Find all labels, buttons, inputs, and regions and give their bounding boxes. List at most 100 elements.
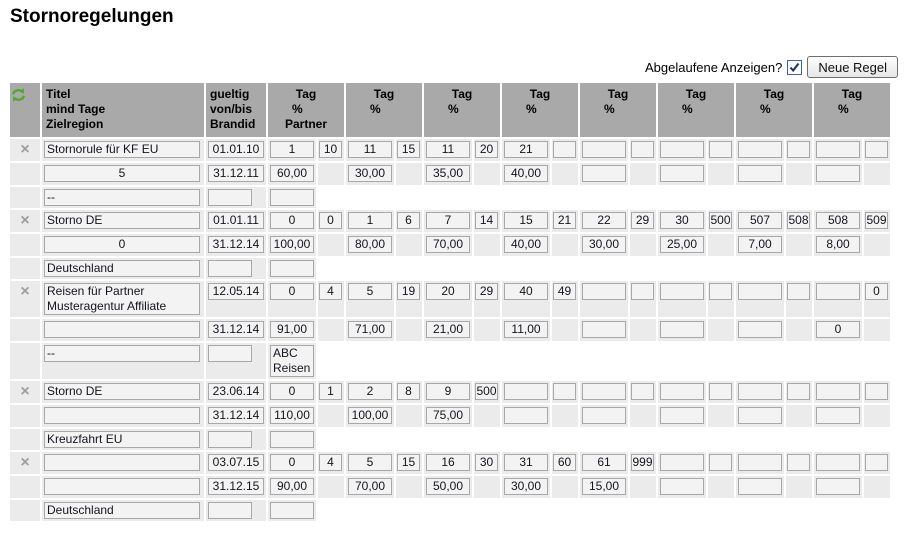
rule-4-partner-input[interactable] [270,431,314,448]
rule-3-day-from-input-5[interactable] [582,283,626,300]
rule-3-day-to-input-6[interactable] [709,283,732,300]
rule-3-partner-input[interactable]: ABC Reisen [270,345,314,377]
x-delete-icon[interactable]: × [20,283,30,300]
rule-5-day-to-input-5[interactable]: 999 [631,454,654,471]
rule-4-day-to-input-7[interactable] [787,383,810,400]
rule-4-percent-input-7[interactable] [738,407,782,424]
refresh-icon[interactable] [10,87,27,103]
rule-3-percent-input-5[interactable] [582,321,626,338]
rule-1-partner-input[interactable] [270,189,314,206]
rule-3-zielregion-input[interactable]: -- [44,345,200,362]
rule-4-percent-input-6[interactable] [660,407,704,424]
rule-5-day-to-input-6[interactable] [709,454,732,471]
rule-5-day-from-input-7[interactable] [738,454,782,471]
rule-4-min-days-input[interactable] [44,407,200,424]
rule-5-day-from-input-6[interactable] [660,454,704,471]
rule-1-day-to-input-5[interactable] [631,141,654,158]
rule-1-percent-input-7[interactable] [738,165,782,182]
rule-2-percent-input-7[interactable]: 7,00 [738,236,782,253]
rule-3-min-days-input[interactable] [44,321,200,338]
rule-1-min-days-input[interactable]: 5 [44,165,200,182]
rule-5-day-to-input-3[interactable]: 30 [475,454,498,471]
rule-1-day-to-input-6[interactable] [709,141,732,158]
rule-3-percent-input-2[interactable]: 71,00 [348,321,392,338]
rule-2-day-from-input-1[interactable]: 0 [270,212,314,229]
rule-4-valid-from-input[interactable]: 23.06.14 [208,383,264,400]
expired-checkbox[interactable] [787,59,803,75]
rule-4-percent-input-2[interactable]: 100,00 [348,407,392,424]
rule-1-percent-input-8[interactable] [816,165,860,182]
rule-1-percent-input-6[interactable] [660,165,704,182]
x-delete-icon[interactable]: × [20,454,30,471]
rule-5-day-to-input-4[interactable]: 60 [553,454,576,471]
rule-1-brandid-input[interactable] [208,189,252,206]
rule-1-day-to-input-7[interactable] [787,141,810,158]
rule-5-percent-input-2[interactable]: 70,00 [348,478,392,495]
rule-3-day-from-input-1[interactable]: 0 [270,283,314,300]
rule-4-day-from-input-4[interactable] [504,383,548,400]
rule-5-percent-input-4[interactable]: 30,00 [504,478,548,495]
rule-2-percent-input-5[interactable]: 30,00 [582,236,626,253]
rule-2-percent-input-3[interactable]: 70,00 [426,236,470,253]
rule-4-percent-input-5[interactable] [582,407,626,424]
rule-3-brandid-input[interactable] [208,345,252,362]
rule-3-day-to-input-1[interactable]: 4 [319,283,342,300]
rule-1-day-from-input-4[interactable]: 21 [504,141,548,158]
rule-2-partner-input[interactable] [270,260,314,277]
rule-2-valid-to-input[interactable]: 31.12.14 [208,236,264,253]
rule-5-percent-input-8[interactable] [816,478,860,495]
rule-4-percent-input-1[interactable]: 110,00 [270,407,314,424]
rule-2-valid-from-input[interactable]: 01.01.11 [208,212,264,229]
rule-4-day-from-input-1[interactable]: 0 [270,383,314,400]
rule-4-valid-to-input[interactable]: 31.12.14 [208,407,264,424]
rule-5-percent-input-5[interactable]: 15,00 [582,478,626,495]
x-delete-icon[interactable]: × [20,383,30,400]
rule-2-min-days-input[interactable]: 0 [44,236,200,253]
rule-3-percent-input-7[interactable] [738,321,782,338]
rule-5-day-to-input-7[interactable] [787,454,810,471]
rule-4-day-to-input-6[interactable] [709,383,732,400]
rule-3-day-from-input-6[interactable] [660,283,704,300]
rule-5-percent-input-6[interactable] [660,478,704,495]
rule-2-day-to-input-2[interactable]: 6 [397,212,420,229]
rule-2-day-from-input-2[interactable]: 1 [348,212,392,229]
rule-4-day-to-input-2[interactable]: 8 [397,383,420,400]
rule-1-day-from-input-2[interactable]: 11 [348,141,392,158]
rule-3-percent-input-4[interactable]: 11,00 [504,321,548,338]
rule-1-day-to-input-3[interactable]: 20 [475,141,498,158]
rule-4-day-to-input-8[interactable] [865,383,888,400]
rule-5-day-from-input-2[interactable]: 5 [348,454,392,471]
rule-1-percent-input-4[interactable]: 40,00 [504,165,548,182]
rule-4-day-from-input-2[interactable]: 2 [348,383,392,400]
rule-2-zielregion-input[interactable]: Deutschland [44,260,200,277]
rule-3-valid-from-input[interactable]: 12.05.14 [208,283,264,300]
rule-2-day-to-input-4[interactable]: 21 [553,212,576,229]
rule-5-day-from-input-5[interactable]: 61 [582,454,626,471]
rule-2-day-to-input-3[interactable]: 14 [475,212,498,229]
rule-2-percent-input-4[interactable]: 40,00 [504,236,548,253]
rule-1-day-to-input-4[interactable] [553,141,576,158]
rule-5-titel-input[interactable] [44,454,200,471]
rule-1-percent-input-5[interactable] [582,165,626,182]
rule-3-percent-input-6[interactable] [660,321,704,338]
rule-2-day-from-input-7[interactable]: 507 [738,212,782,229]
rule-3-day-to-input-2[interactable]: 19 [397,283,420,300]
rule-2-day-from-input-5[interactable]: 22 [582,212,626,229]
rule-1-day-to-input-2[interactable]: 15 [397,141,420,158]
rule-1-percent-input-1[interactable]: 60,00 [270,165,314,182]
rule-4-day-from-input-8[interactable] [816,383,860,400]
rule-1-day-from-input-5[interactable] [582,141,626,158]
rule-5-day-from-input-1[interactable]: 0 [270,454,314,471]
rule-5-partner-input[interactable] [270,502,314,519]
rule-4-day-from-input-7[interactable] [738,383,782,400]
rule-2-percent-input-2[interactable]: 80,00 [348,236,392,253]
rule-1-day-from-input-8[interactable] [816,141,860,158]
rule-3-day-from-input-4[interactable]: 40 [504,283,548,300]
rule-5-percent-input-1[interactable]: 90,00 [270,478,314,495]
rule-5-day-from-input-4[interactable]: 31 [504,454,548,471]
rule-5-zielregion-input[interactable]: Deutschland [44,502,200,519]
rule-4-day-to-input-1[interactable]: 1 [319,383,342,400]
rule-4-day-to-input-3[interactable]: 500 [475,383,498,400]
rule-3-day-to-input-7[interactable] [787,283,810,300]
rule-1-valid-from-input[interactable]: 01.01.10 [208,141,264,158]
